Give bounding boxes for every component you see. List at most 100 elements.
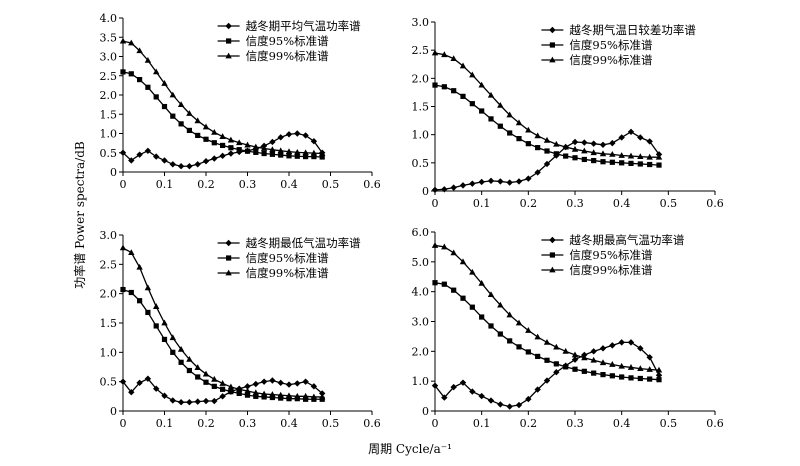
legend-label: 越冬期平均气温功率谱 bbox=[246, 19, 361, 33]
data-point-diamond bbox=[469, 388, 476, 395]
legend-marker-square bbox=[226, 255, 232, 261]
data-point-square bbox=[236, 147, 242, 153]
data-point-square bbox=[269, 394, 275, 401]
data-point-square bbox=[178, 121, 184, 127]
data-point-diamond bbox=[431, 186, 439, 194]
data-point-triangle bbox=[525, 126, 532, 133]
data-point-square bbox=[488, 323, 494, 329]
data-point-diamond bbox=[294, 380, 301, 387]
x-tick-label: 0.3 bbox=[239, 417, 257, 430]
legend-marker-square bbox=[226, 38, 232, 44]
data-point-square bbox=[170, 113, 176, 119]
data-point-triangle bbox=[450, 55, 457, 62]
data-point-diamond bbox=[487, 177, 495, 185]
data-point-triangle bbox=[637, 365, 644, 372]
data-point-triangle bbox=[431, 49, 439, 56]
legend-label: 信度99%标准谱 bbox=[569, 263, 653, 277]
data-point-triangle bbox=[618, 152, 625, 158]
data-point-square bbox=[507, 338, 513, 344]
data-point-diamond bbox=[211, 397, 218, 405]
data-point-diamond bbox=[128, 157, 135, 164]
y-tick-label: 4.0 bbox=[100, 12, 118, 25]
y-tick-label: 1.0 bbox=[100, 128, 118, 141]
data-point-diamond bbox=[194, 161, 201, 168]
data-point-diamond bbox=[646, 354, 653, 361]
legend-label: 越冬期气温日较差功率谱 bbox=[569, 23, 696, 37]
data-point-diamond bbox=[469, 180, 476, 187]
data-point-square bbox=[303, 396, 309, 402]
data-point-diamond bbox=[260, 378, 268, 385]
figure-xlabel: 周期 Cycle/a⁻¹ bbox=[368, 442, 452, 456]
data-point-square bbox=[441, 84, 447, 90]
x-tick-label: 0.2 bbox=[520, 197, 538, 210]
data-point-square bbox=[432, 82, 438, 88]
data-point-square bbox=[211, 140, 217, 146]
x-tick-label: 0.1 bbox=[473, 197, 491, 210]
legend-label: 信度95%标准谱 bbox=[569, 38, 653, 52]
data-point-triangle bbox=[277, 391, 284, 398]
data-point-diamond bbox=[637, 345, 644, 352]
x-tick-label: 0.2 bbox=[520, 417, 538, 430]
y-tick-label: 1.0 bbox=[412, 129, 430, 142]
legend-label: 信度99%标准谱 bbox=[246, 266, 330, 280]
data-point-diamond bbox=[618, 134, 625, 141]
data-point-square bbox=[516, 136, 522, 142]
data-point-square bbox=[544, 148, 550, 154]
data-point-triangle bbox=[302, 149, 309, 156]
data-point-square bbox=[253, 393, 259, 399]
data-point-triangle bbox=[469, 71, 476, 78]
data-point-diamond bbox=[244, 383, 251, 390]
data-point-square bbox=[628, 375, 634, 381]
data-point-diamond bbox=[177, 399, 185, 406]
data-point-diamond bbox=[227, 150, 235, 157]
data-point-square bbox=[253, 149, 259, 155]
data-point-diamond bbox=[319, 390, 326, 397]
data-point-diamond bbox=[252, 380, 259, 388]
legend-marker-diamond bbox=[549, 236, 556, 244]
data-point-diamond bbox=[543, 160, 551, 168]
data-point-diamond bbox=[450, 184, 457, 191]
data-point-triangle bbox=[219, 380, 226, 386]
data-point-diamond bbox=[285, 131, 293, 138]
data-point-diamond bbox=[136, 379, 143, 387]
data-point-triangle bbox=[478, 279, 485, 286]
y-tick-label: 0 bbox=[422, 185, 429, 198]
x-tick-label: 0.6 bbox=[706, 417, 724, 430]
data-point-square bbox=[153, 94, 159, 100]
data-point-square bbox=[525, 141, 531, 147]
data-point-triangle bbox=[169, 334, 176, 341]
data-point-square bbox=[469, 101, 475, 107]
data-point-square bbox=[563, 364, 569, 370]
data-point-diamond bbox=[285, 381, 293, 388]
data-point-triangle bbox=[543, 136, 551, 143]
data-point-square bbox=[628, 160, 634, 166]
data-point-triangle bbox=[119, 244, 127, 251]
data-point-square bbox=[236, 390, 242, 396]
data-point-square bbox=[581, 156, 587, 163]
data-point-triangle bbox=[186, 355, 193, 362]
y-tick-label: 3.0 bbox=[100, 229, 118, 242]
data-point-triangle bbox=[285, 148, 293, 154]
data-point-square bbox=[153, 323, 159, 329]
data-point-triangle bbox=[144, 284, 152, 291]
legend-label: 信度95%标准谱 bbox=[246, 34, 330, 48]
legend-marker-diamond bbox=[549, 26, 556, 34]
x-tick-label: 0.6 bbox=[363, 178, 381, 191]
data-point-square bbox=[656, 162, 662, 168]
y-tick-label: 0 bbox=[422, 405, 429, 418]
data-point-diamond bbox=[646, 138, 653, 145]
data-point-triangle bbox=[177, 346, 185, 352]
data-point-triangle bbox=[469, 268, 476, 275]
data-point-triangle bbox=[153, 68, 160, 75]
data-point-diamond bbox=[211, 155, 218, 162]
data-point-diamond bbox=[534, 386, 541, 393]
data-point-square bbox=[497, 123, 503, 129]
data-point-diamond bbox=[543, 377, 551, 384]
data-point-square bbox=[178, 359, 184, 365]
y-tick-label: 2.0 bbox=[412, 345, 430, 358]
data-point-triangle bbox=[515, 119, 523, 126]
data-point-diamond bbox=[655, 372, 663, 379]
data-point-triangle bbox=[227, 383, 235, 390]
legend-label: 信度95%标准谱 bbox=[246, 251, 330, 265]
